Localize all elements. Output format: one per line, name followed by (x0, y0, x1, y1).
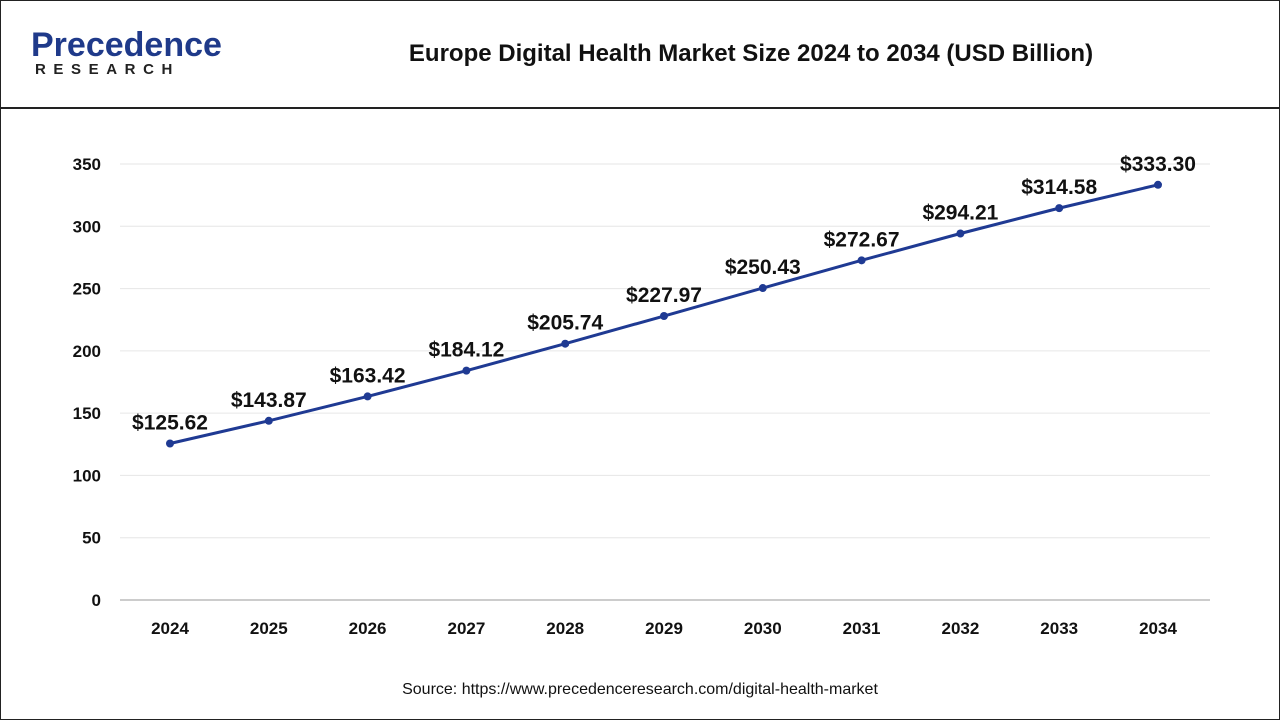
y-axis-ticks: 0 50 100 150 200 250 300 350 (73, 155, 101, 610)
y-tick-label: 250 (73, 280, 101, 299)
data-label: $314.58 (1021, 176, 1097, 199)
logo-sub-text: RESEARCH (35, 61, 180, 78)
logo: Precedence RESEARCH (31, 25, 231, 85)
data-label: $333.30 (1120, 153, 1196, 176)
x-tick-label: 2029 (645, 619, 683, 638)
data-label: $163.42 (330, 364, 406, 387)
y-tick-label: 300 (73, 217, 101, 236)
x-tick-label: 2027 (447, 619, 485, 638)
x-tick-label: 2025 (250, 619, 288, 638)
data-label: $125.62 (132, 412, 208, 435)
data-label: $184.12 (428, 339, 504, 362)
data-point (1055, 204, 1064, 213)
y-tick-label: 100 (73, 466, 101, 485)
y-tick-label: 200 (73, 342, 101, 361)
x-tick-label: 2026 (349, 619, 387, 638)
data-point (857, 256, 866, 265)
data-point (758, 284, 767, 293)
data-point (363, 392, 372, 401)
data-point (166, 439, 174, 448)
header: Precedence RESEARCH Europe Digital Healt… (1, 1, 1279, 109)
y-tick-label: 0 (92, 591, 101, 610)
data-point (1154, 180, 1162, 189)
x-tick-label: 2032 (941, 619, 979, 638)
x-tick-label: 2031 (843, 619, 881, 638)
y-tick-label: 150 (73, 404, 101, 423)
x-tick-label: 2033 (1040, 619, 1078, 638)
y-tick-label: 50 (82, 529, 101, 548)
data-point (660, 312, 668, 321)
x-tick-label: 2024 (151, 619, 189, 638)
x-tick-label: 2028 (546, 619, 584, 638)
data-point (956, 229, 965, 238)
data-point (462, 366, 471, 375)
data-label: $227.97 (626, 284, 702, 307)
data-label: $272.67 (824, 228, 900, 251)
data-point (561, 339, 570, 348)
data-label: $205.74 (527, 312, 603, 335)
data-label: $250.43 (725, 256, 801, 279)
gridlines (120, 163, 1210, 539)
data-point (264, 416, 273, 425)
y-tick-label: 350 (73, 155, 101, 174)
x-tick-label: 2034 (1139, 619, 1177, 638)
x-tick-label: 2030 (744, 619, 782, 638)
logo-main-text: Precedence (31, 26, 222, 64)
x-axis: 2024 2025 2026 2027 2028 2029 2030 2031 2032 2033… (120, 599, 1210, 638)
series-group: $125.62 $143.87 $163.42 $184.12 $205.74 $227.… (132, 153, 1196, 448)
chart-title: Europe Digital Health Market Size 2024 t… (408, 40, 1094, 67)
data-label: $294.21 (922, 201, 998, 224)
source-note: Source: https://www.precedenceresearch.c… (402, 681, 878, 698)
data-label: $143.87 (231, 389, 307, 412)
